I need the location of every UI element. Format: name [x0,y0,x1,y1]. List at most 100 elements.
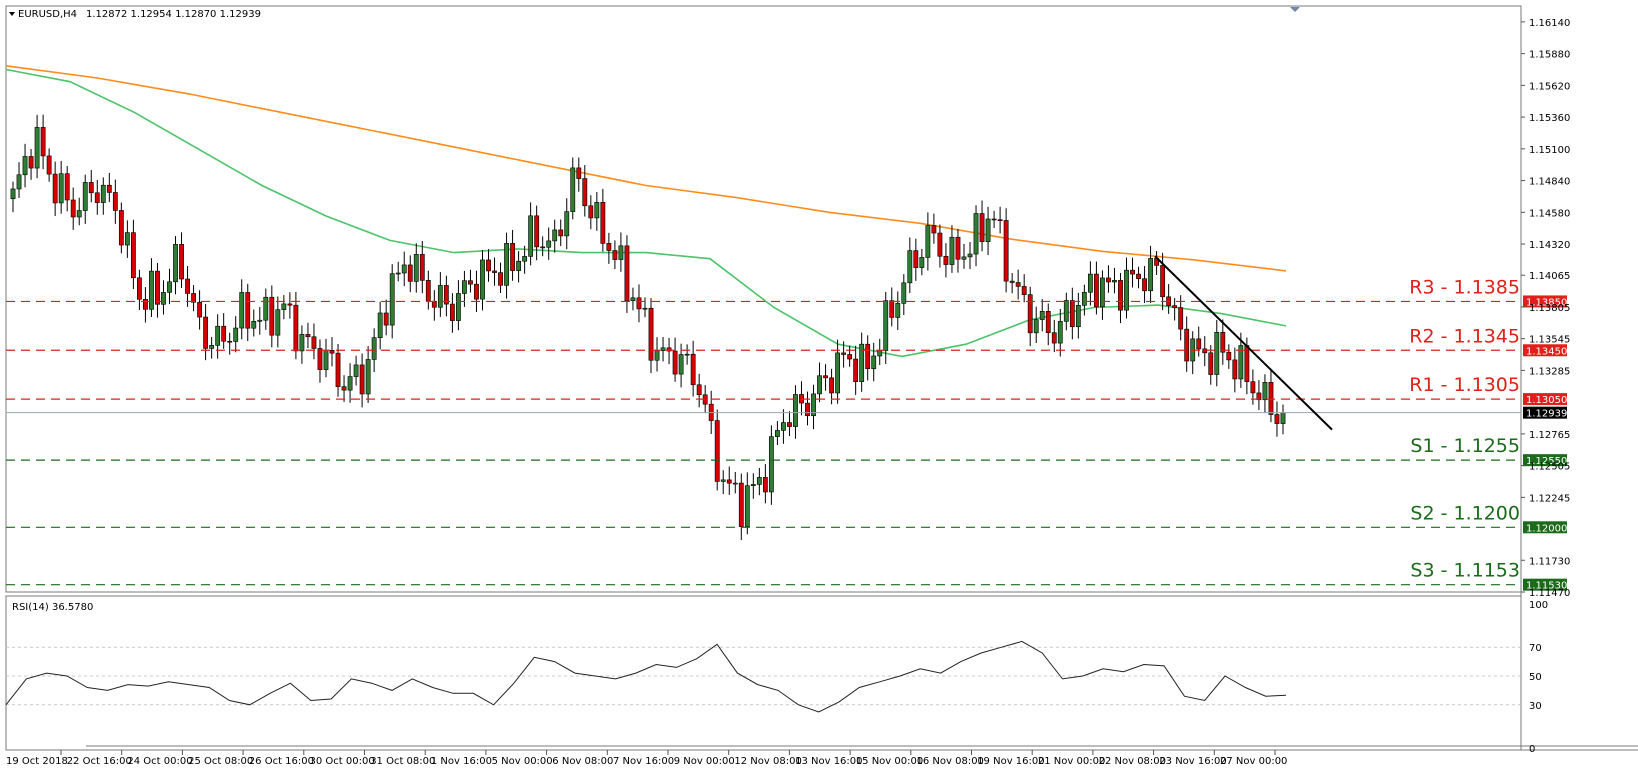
bearish-candle [1106,277,1111,283]
bullish-candle [10,188,16,200]
bearish-candle [1160,265,1166,298]
bearish-candle [221,325,227,342]
shift-marker-icon[interactable] [1290,7,1300,12]
bearish-candle [1009,280,1015,283]
bullish-candle [504,243,509,286]
bearish-candle [762,477,768,493]
bullish-candle [859,343,865,382]
bullish-candle [1262,382,1268,401]
support-level-label: S3 - 1.1153 [1410,560,1520,582]
bearish-candle [1268,382,1274,415]
bullish-candle [528,215,534,257]
price-tag-box [1523,454,1567,467]
bearish-candle [1021,286,1027,295]
descending-trendline[interactable] [1154,255,1333,431]
bearish-candle [143,298,148,310]
time-tick-label: 9 Nov 00:00 [674,756,735,767]
price-tick-label: 1.15880 [1529,50,1570,61]
bearish-candle [931,225,937,234]
bullish-candle [437,285,443,308]
bearish-candle [106,184,112,193]
bearish-candle [1196,338,1202,350]
rsi-tick-label: 30 [1529,701,1542,712]
bullish-candle [919,257,925,268]
bullish-candle [100,184,106,203]
bearish-candle [997,219,1003,221]
bullish-candle [347,376,353,391]
bullish-candle [570,167,576,212]
dropdown-triangle-icon[interactable] [9,12,15,16]
bearish-candle [269,296,275,336]
rsi-layer: 100 70 50 30 0 [5,600,1548,755]
bearish-candle [1250,381,1256,394]
price-tag-box [1523,521,1567,534]
bullish-candle [618,245,624,260]
bearish-candle [943,255,949,265]
bearish-candle [1069,300,1075,328]
bearish-candle [335,352,341,387]
bearish-candle [829,377,834,394]
bullish-candle [1081,291,1087,306]
bullish-candle [1075,305,1081,328]
bearish-candle [317,348,323,370]
bullish-candle [1039,311,1045,320]
bullish-candle [895,303,901,318]
price-tag-box [1523,393,1567,406]
bearish-candle [88,182,94,194]
bullish-candle [22,156,28,176]
price-tag-label: 1.11530 [1526,581,1567,592]
bearish-candle [600,201,606,244]
resistance-level-label: R2 - 1.1345 [1409,325,1520,347]
bearish-candle [823,375,828,379]
bearish-candle [486,259,491,272]
price-tick-label: 1.12245 [1529,493,1570,504]
bearish-candle [1003,220,1009,282]
bullish-candle [167,281,172,293]
bullish-candle [76,210,82,218]
bearish-candle [696,384,702,396]
price-tick-label: 1.15620 [1529,81,1570,92]
price-tag-label: 1.13850 [1526,297,1567,308]
rsi-tick-label: 100 [1529,600,1548,611]
bearish-candle [468,280,473,285]
bullish-candle [161,292,166,305]
bearish-candle [407,264,413,282]
bullish-candle [871,355,877,370]
bearish-candle [588,205,594,219]
bullish-candle [58,173,64,204]
bullish-candle [281,303,287,310]
time-tick-label: 7 Nov 16:00 [613,756,674,767]
rsi-panel[interactable] [5,595,1522,751]
bearish-candle [606,243,612,251]
bullish-candle [1280,412,1286,424]
bearish-candle [510,243,515,271]
bullish-candle [720,479,726,482]
bearish-candle [1244,345,1250,382]
bearish-candle [197,301,203,318]
bearish-candle [540,246,546,249]
bullish-candle [299,334,305,352]
bearish-candle [1051,332,1057,344]
time-tick-label: 22 Nov 08:00 [1099,756,1166,767]
bullish-candle [209,345,215,349]
bullish-candle [901,282,907,304]
bearish-candle [1178,307,1184,330]
bullish-candle [353,364,359,377]
price-tick-label: 1.11470 [1529,588,1570,599]
rsi-tick-label: 50 [1529,672,1542,683]
bullish-candle [16,174,22,190]
bullish-candle [1100,277,1105,308]
bullish-candle [263,296,269,321]
time-tick-label: 15 Nov 00:00 [856,756,923,767]
bearish-candle [492,270,497,273]
bearish-candle [1274,414,1280,424]
bearish-candle [1015,282,1021,287]
candles [10,114,1286,540]
bullish-candle [546,240,552,248]
resistance-level-label: R3 - 1.1385 [1409,276,1520,298]
bullish-candle [377,312,383,338]
bullish-candle [82,182,88,211]
bearish-candle [582,178,588,207]
bullish-candle [251,321,257,329]
